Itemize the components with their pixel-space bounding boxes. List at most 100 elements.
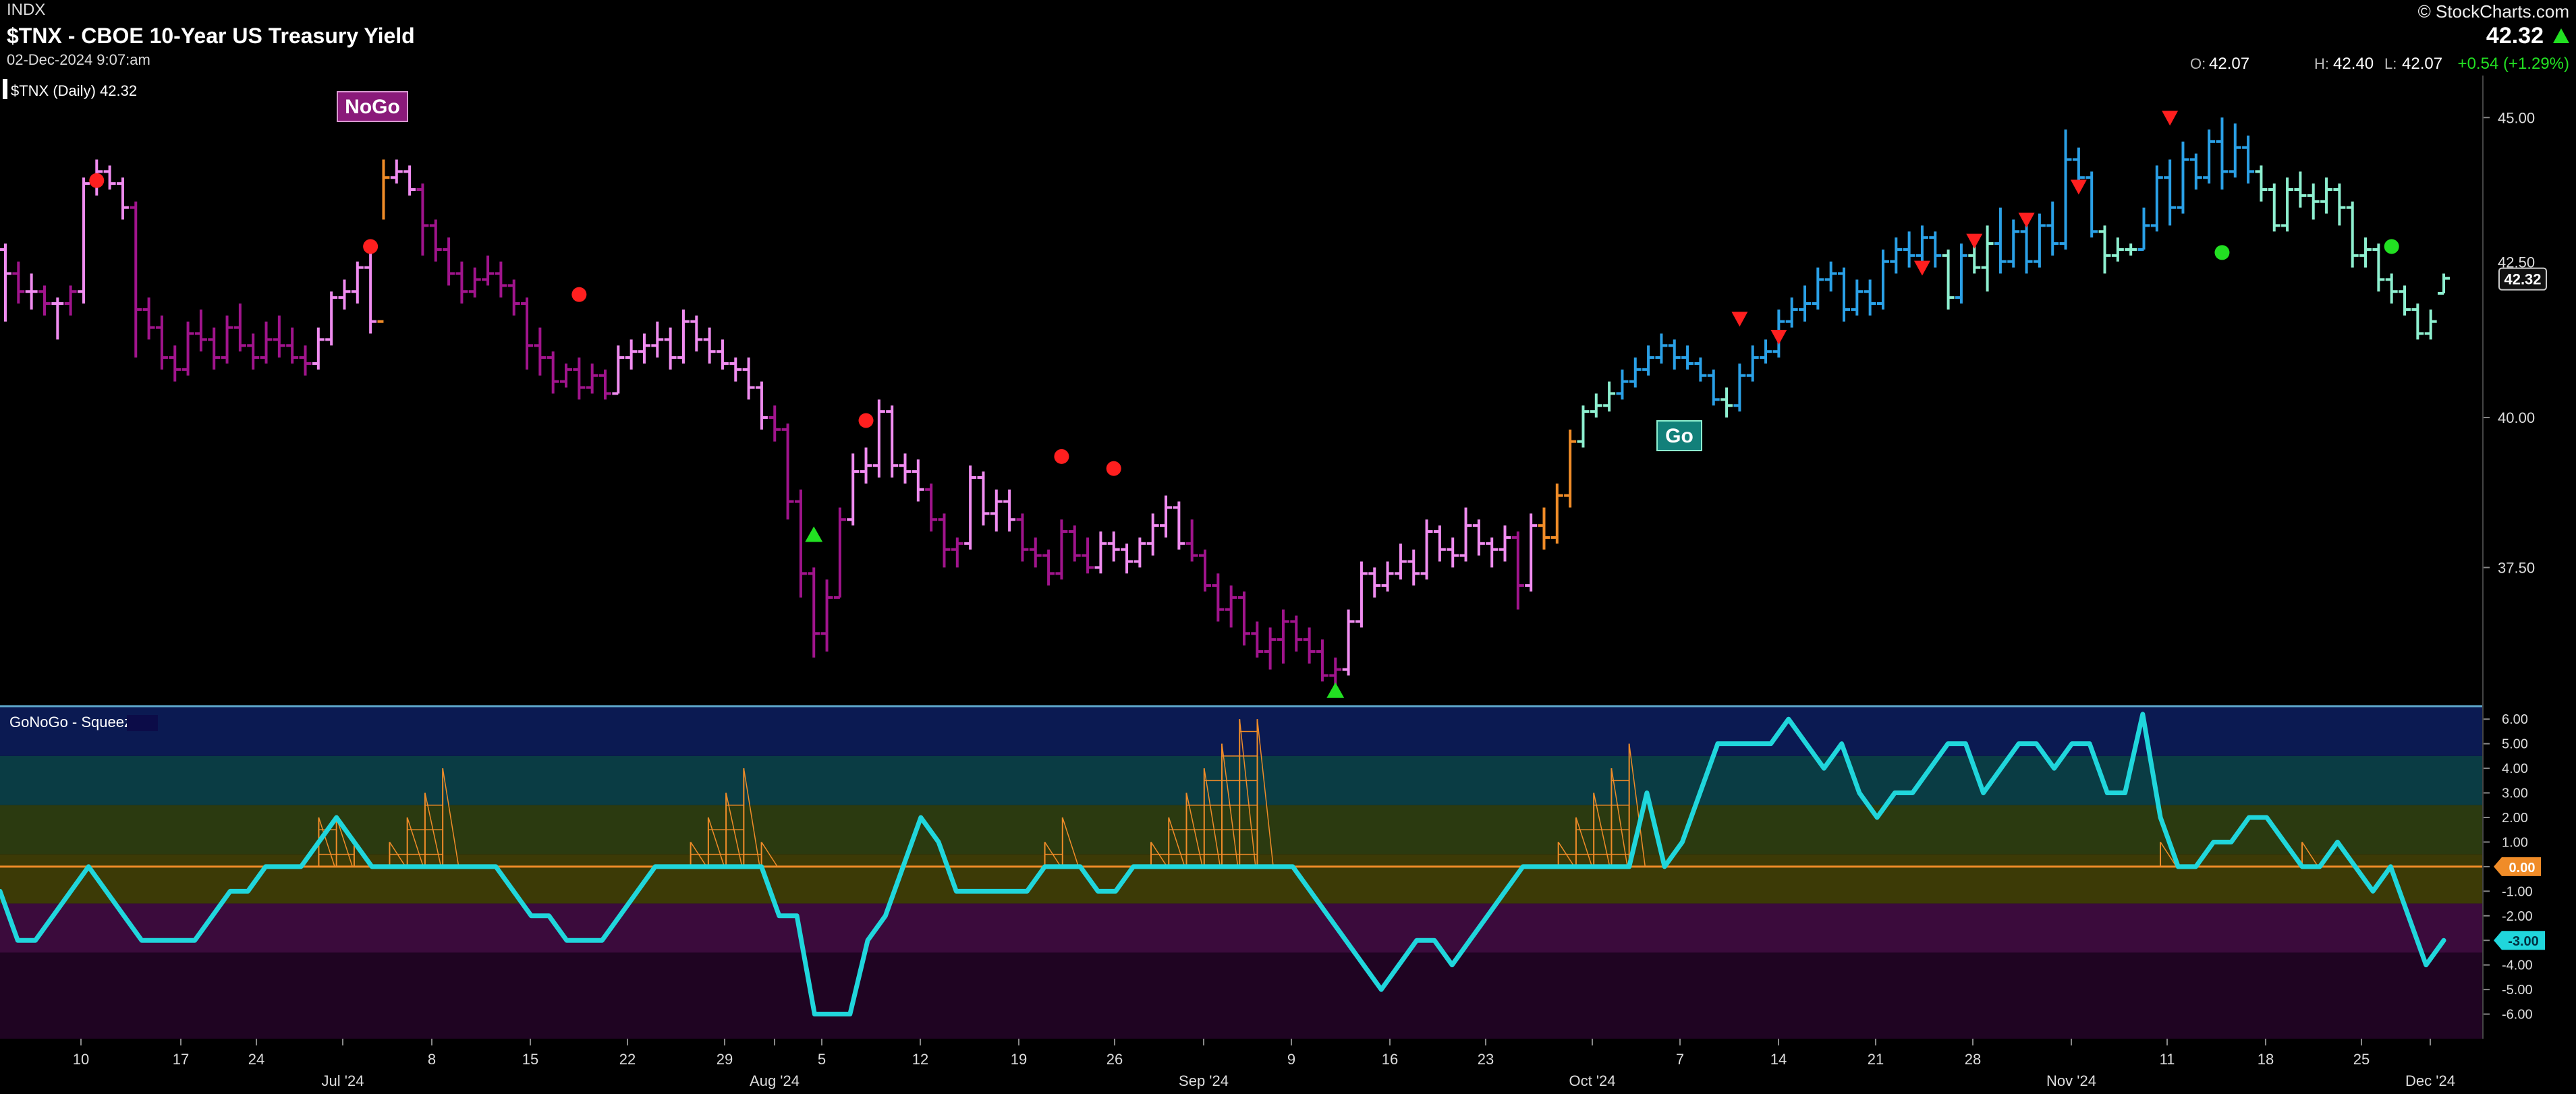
- low-value: 42.07: [2402, 55, 2442, 73]
- squeeze-diagonal: [1611, 768, 1628, 867]
- ohlc-bar: [0, 243, 11, 322]
- green-triangle-marker: [1326, 682, 1345, 698]
- ohlc-bar: [1955, 243, 1967, 304]
- green-dot-marker: [2384, 239, 2399, 254]
- osc-tick-label: 3.00: [2502, 786, 2528, 801]
- ohlc-bar: [2111, 237, 2124, 262]
- x-month-label: Jul '24: [322, 1072, 364, 1089]
- ohlc-bar: [2203, 129, 2216, 184]
- ohlc-bar: [1525, 513, 1538, 592]
- open-label: O:: [2190, 55, 2206, 72]
- ohlc-bar: [2307, 183, 2320, 220]
- ohlc-bar: [703, 327, 716, 364]
- ohlc-bar: [2320, 177, 2333, 214]
- last-price: 42.32: [2486, 23, 2544, 49]
- ohlc-bar: [2372, 243, 2385, 292]
- ohlc-bar: [1160, 495, 1173, 538]
- ohlc-bar: [1590, 393, 1602, 418]
- ohlc-bar: [1616, 369, 1629, 400]
- x-day-label: 14: [1770, 1051, 1787, 1068]
- ohlc-bar: [2072, 147, 2085, 184]
- ohlc-bar: [2411, 304, 2424, 340]
- ohlc-bar: [990, 489, 1003, 532]
- red-dot-marker: [89, 173, 105, 188]
- ohlc-bar: [1994, 207, 2007, 274]
- ohlc-bar: [677, 309, 690, 364]
- ohlc-bar: [2229, 123, 2241, 178]
- ohlc-bar: [2294, 171, 2307, 208]
- green-dot-marker: [2214, 245, 2230, 260]
- ohlc-bar: [729, 357, 742, 382]
- ohlc-bar: [468, 267, 481, 298]
- squeeze-diagonal: [708, 817, 725, 867]
- x-day-label: 29: [717, 1051, 733, 1068]
- ohlc-bar: [755, 381, 768, 430]
- ohlc-bar: [521, 297, 534, 370]
- squeeze-diagonal: [1204, 768, 1221, 867]
- ohlc-bar: [1681, 345, 1694, 370]
- ohlc-bar: [1303, 627, 1316, 664]
- ohlc-bar: [2255, 165, 2268, 202]
- x-month-label: Oct '24: [1569, 1072, 1615, 1089]
- oscillator-last-tag: [2494, 931, 2545, 950]
- ohlc-bar: [1185, 519, 1198, 562]
- price-legend: $TNX (Daily) 42.32: [11, 82, 137, 99]
- ohlc-bar: [2399, 285, 2411, 316]
- x-day-label: 19: [1011, 1051, 1027, 1068]
- ohlc-bar: [364, 249, 377, 334]
- ohlc-bar: [638, 333, 650, 364]
- ohlc-bar: [716, 339, 729, 370]
- ohlc-bar: [429, 219, 442, 262]
- oscillator-zone: [0, 903, 2483, 953]
- ohlc-bar: [286, 327, 299, 364]
- ohlc-bar: [1068, 525, 1081, 562]
- ohlc-bar: [860, 447, 872, 484]
- ohlc-bar: [247, 333, 260, 370]
- osc-tick-label: 2.00: [2502, 811, 2528, 826]
- squeeze-diagonal: [1628, 743, 1646, 867]
- ohlc-bar: [1264, 627, 1277, 670]
- ohlc-bar: [2424, 309, 2437, 340]
- ohlc-bar: [2177, 141, 2189, 214]
- x-day-label: 9: [1287, 1051, 1295, 1068]
- red-triangle-marker: [1731, 312, 1748, 327]
- osc-tick-label: -5.00: [2502, 983, 2533, 998]
- up-arrow-icon: [2553, 28, 2569, 43]
- ohlc-bar: [1824, 261, 1837, 292]
- ohlc-bar: [1173, 501, 1185, 550]
- x-day-label: 17: [173, 1051, 189, 1068]
- ohlc-bar: [1890, 237, 1903, 274]
- red-triangle-marker: [2018, 212, 2035, 228]
- ohlc-bar: [2085, 171, 2098, 238]
- ohlc-bar: [599, 369, 612, 400]
- squeeze-diagonal: [760, 842, 778, 867]
- ohlc-bar: [1720, 387, 1733, 418]
- ohlc-bar: [1433, 525, 1446, 562]
- ohlc-bar: [12, 261, 25, 304]
- ohlc-bar: [1550, 483, 1563, 544]
- ohlc-bar: [1837, 267, 1850, 322]
- ohlc-bar: [2125, 243, 2137, 256]
- ohlc-bar: [1055, 519, 1068, 580]
- ohlc-bar: [1799, 285, 1812, 322]
- osc-tick-label: -6.00: [2502, 1008, 2533, 1023]
- ohlc-bar: [1381, 561, 1394, 592]
- ohlc-bar: [912, 459, 924, 502]
- open-value: 42.07: [2209, 55, 2249, 73]
- ohlc-bar: [77, 177, 90, 304]
- osc-tick-label: 6.00: [2502, 712, 2528, 727]
- ohlc-bar: [886, 405, 899, 478]
- nogo-label: NoGo: [345, 96, 400, 118]
- ohlc-bar: [1447, 537, 1459, 568]
- ohlc-bar: [1876, 249, 1889, 310]
- ohlc-bar: [208, 327, 221, 370]
- squeeze-diagonal: [442, 768, 459, 867]
- ohlc-bar: [1903, 231, 1915, 268]
- oscillator-legend: GoNoGo - Squeeze: [9, 714, 140, 730]
- red-dot-marker: [1106, 461, 1121, 476]
- ohlc-bar: [1394, 543, 1407, 580]
- ohlc-bar: [116, 177, 129, 220]
- change-value: +0.54 (+1.29%): [2458, 55, 2569, 73]
- last-price-tag: [2498, 267, 2547, 291]
